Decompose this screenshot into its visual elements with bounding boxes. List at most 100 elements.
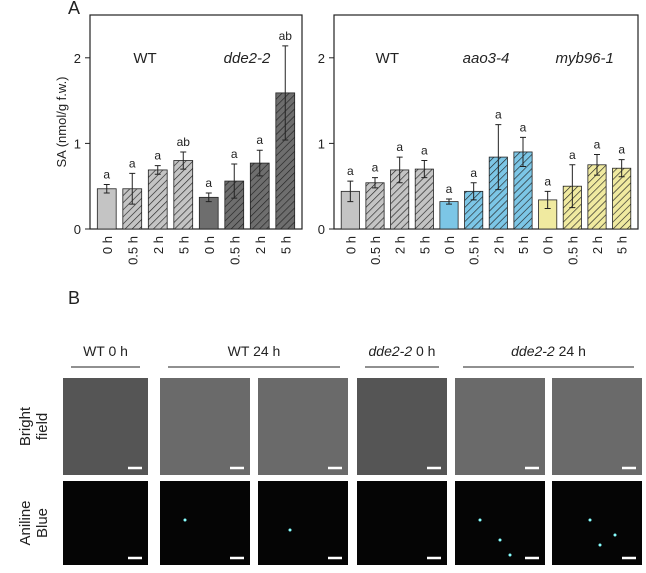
bar — [365, 182, 385, 230]
column-header: WT 0 h — [83, 343, 128, 359]
group-label: dde2-2 — [224, 50, 271, 67]
micrograph — [63, 378, 148, 475]
significance-letter: a — [544, 174, 551, 188]
significance-letter: a — [470, 166, 477, 180]
error-bar — [421, 160, 428, 179]
significance-letter: a — [618, 143, 625, 157]
significance-letter: a — [256, 133, 263, 147]
error-bar — [231, 163, 238, 199]
significance-letter: a — [569, 148, 576, 162]
x-tick-label: 0.5 h — [467, 236, 482, 265]
y-axis-label: SA (nmol/g f.w.) — [54, 76, 69, 167]
bar — [612, 167, 632, 230]
panel-label: A — [68, 0, 80, 18]
error-bar — [103, 183, 110, 194]
x-tick-label: 0 h — [343, 236, 358, 254]
fluorescence-spot — [288, 528, 292, 532]
error-bar — [569, 164, 576, 209]
micrograph — [160, 481, 250, 565]
error-bar — [372, 177, 378, 189]
error-bar — [520, 136, 526, 168]
significance-letter: a — [446, 182, 453, 196]
significance-letter: a — [594, 138, 601, 152]
error-bar — [256, 149, 263, 177]
row-label-line: field — [34, 413, 51, 441]
genotype: dde2-2 — [511, 343, 555, 359]
x-tick-label: 0.5 h — [227, 236, 242, 265]
x-tick-label: 2 h — [393, 236, 408, 254]
x-tick-label: 0 h — [202, 236, 217, 254]
micrograph — [455, 481, 545, 565]
y-tick-label: 2 — [74, 51, 81, 66]
plot-frame — [333, 14, 639, 230]
group-label: WT — [133, 50, 156, 67]
significance-letter: a — [347, 164, 354, 178]
micrograph — [63, 481, 148, 565]
x-tick-label: 0 h — [100, 236, 115, 254]
column-header: WT 24 h — [228, 343, 281, 359]
time: 24 h — [559, 343, 586, 359]
x-tick-label: 0 h — [541, 236, 556, 254]
bar — [173, 160, 194, 230]
x-tick-label: 2 h — [590, 236, 605, 254]
x-tick-label: 5 h — [278, 236, 293, 254]
micrograph — [552, 378, 642, 475]
bar — [147, 169, 168, 230]
y-tick-label: 0 — [318, 222, 325, 237]
error-bar — [180, 151, 187, 170]
y-tick-label: 1 — [318, 136, 325, 151]
significance-letter: a — [205, 176, 212, 190]
x-tick-label: 0.5 h — [565, 236, 580, 265]
micrograph — [160, 378, 250, 475]
error-bar — [282, 45, 289, 141]
error-bar — [470, 182, 477, 201]
micrograph — [258, 481, 348, 565]
significance-letter: a — [421, 144, 428, 158]
error-bar — [205, 192, 212, 203]
group-label: myb96-1 — [555, 50, 613, 67]
error-bar — [594, 154, 600, 176]
fluorescence-spot — [598, 543, 602, 547]
micrograph — [455, 378, 545, 475]
error-bar — [396, 156, 403, 184]
fluorescence-spot — [508, 553, 512, 557]
y-tick-label: 0 — [74, 222, 81, 237]
error-bar — [544, 190, 551, 209]
error-bar — [129, 172, 136, 205]
significance-letter: a — [129, 156, 136, 170]
genotype: WT — [228, 343, 250, 359]
row-label: Brightfield — [17, 406, 51, 446]
error-bar — [347, 180, 354, 203]
error-bar — [618, 159, 625, 178]
fluorescence-spot — [588, 518, 592, 522]
group-label: WT — [376, 50, 399, 67]
bar — [96, 188, 117, 230]
micrograph — [258, 378, 348, 475]
significance-letter: a — [520, 120, 527, 134]
plot-frame — [89, 14, 303, 230]
x-tick-label: 2 h — [491, 236, 506, 254]
micrograph — [357, 481, 447, 565]
genotype: dde2-2 — [369, 343, 413, 359]
bar — [439, 201, 459, 230]
x-tick-label: 5 h — [516, 236, 531, 254]
significance-letter: a — [396, 140, 403, 154]
x-tick-label: 0.5 h — [125, 236, 140, 265]
micrograph — [357, 378, 447, 475]
row-label: AnilineBlue — [17, 500, 51, 545]
x-tick-label: 5 h — [176, 236, 191, 254]
significance-letter: a — [372, 161, 379, 175]
y-tick-label: 1 — [74, 136, 81, 151]
y-tick-label: 2 — [318, 51, 325, 66]
x-tick-label: 0 h — [442, 236, 457, 254]
column-header: dde2-2 0 h — [369, 343, 436, 359]
column-header: dde2-2 24 h — [511, 343, 586, 359]
significance-letter: a — [154, 149, 161, 163]
time: 0 h — [416, 343, 435, 359]
error-bar — [495, 124, 502, 191]
panel-label: B — [68, 288, 80, 308]
significance-letter: ab — [177, 135, 191, 149]
time: 24 h — [253, 343, 280, 359]
x-tick-label: 2 h — [151, 236, 166, 254]
